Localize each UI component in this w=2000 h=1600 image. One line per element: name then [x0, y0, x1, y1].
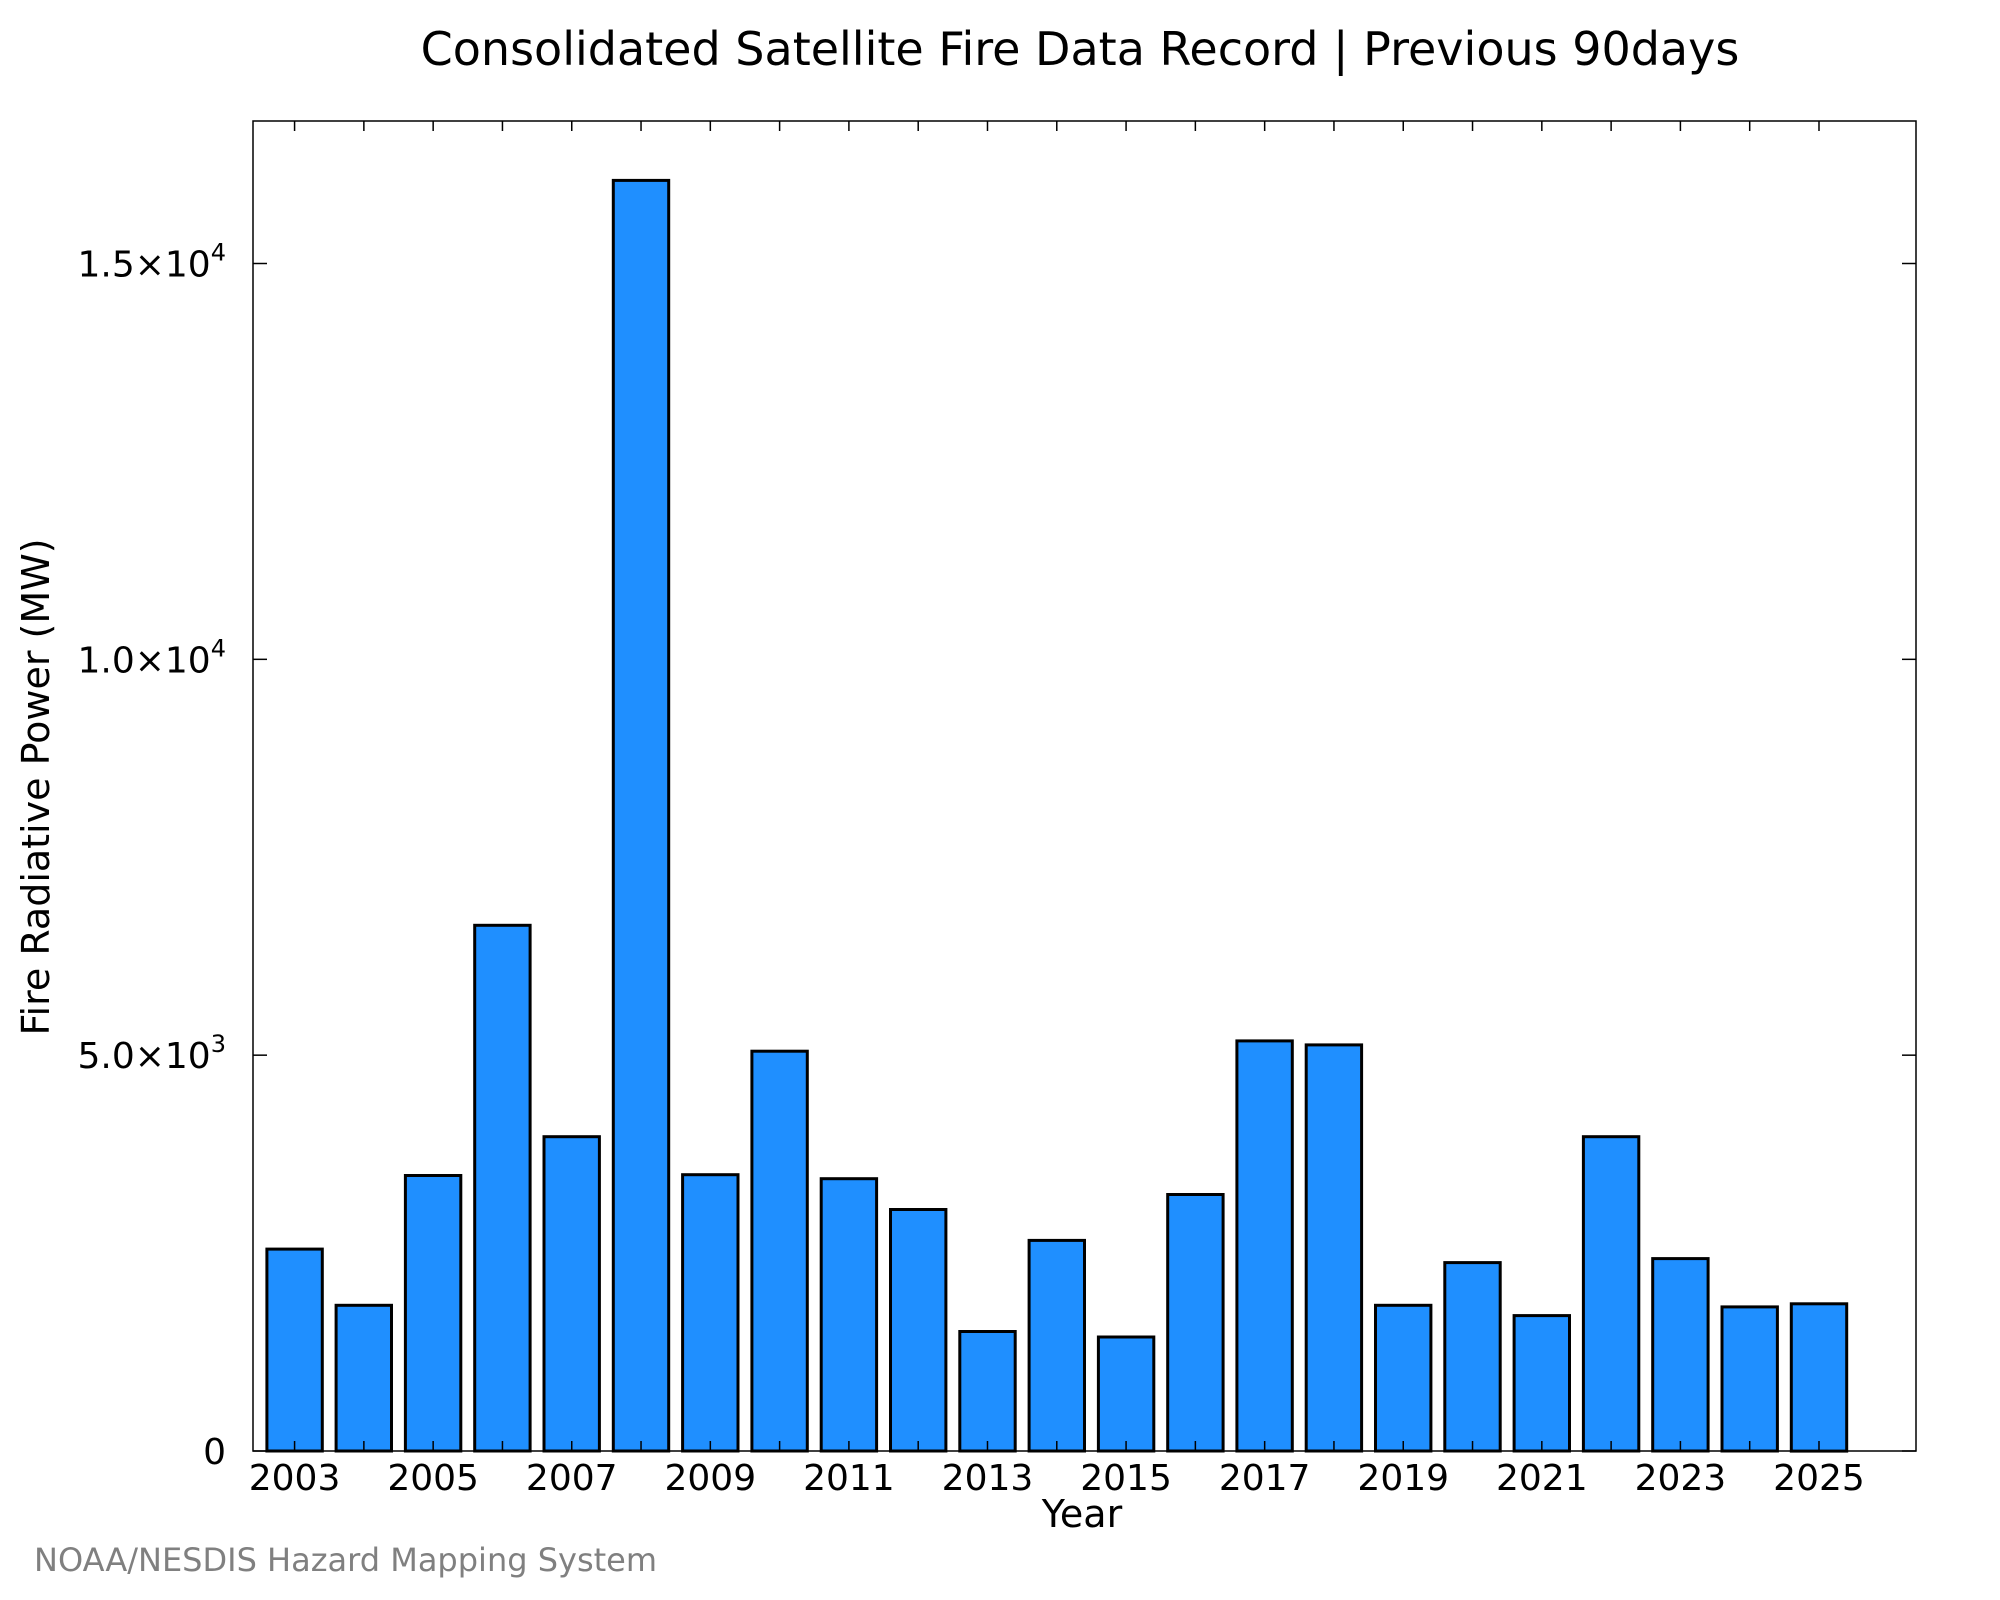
x-axis-label: Year: [1041, 1492, 1123, 1536]
bar-2009: [681, 1173, 740, 1453]
bar-2025: [1789, 1302, 1849, 1453]
bar-2006: [473, 923, 532, 1453]
bar-2004: [334, 1303, 394, 1453]
x-tick-label-2021: 2021: [1496, 1458, 1588, 1499]
bar-2011: [819, 1177, 879, 1453]
bar-2016: [1166, 1193, 1225, 1453]
y-tick-label-15000: 1.5×104: [77, 239, 226, 286]
chart-title: Consolidated Satellite Fire Data Record …: [420, 22, 1740, 76]
x-tick-label-2003: 2003: [249, 1458, 341, 1499]
bar-2008: [611, 178, 671, 1453]
bar-2017: [1235, 1039, 1294, 1453]
y-tick-label-10000: 1.0×104: [77, 634, 226, 681]
x-tick-label-2009: 2009: [665, 1458, 757, 1499]
plot-frame: [252, 120, 1917, 1452]
bar-2005: [403, 1174, 463, 1453]
bar-2015: [1096, 1335, 1156, 1453]
bar-2012: [889, 1208, 948, 1453]
bar-2019: [1374, 1303, 1433, 1453]
bar-2007: [542, 1135, 601, 1453]
y-tick-exponent: 4: [211, 634, 226, 662]
bar-2023: [1651, 1257, 1710, 1453]
source-credit: NOAA/NESDIS Hazard Mapping System: [34, 1541, 658, 1579]
x-tick-label-2013: 2013: [942, 1458, 1034, 1499]
x-tick-label-2011: 2011: [803, 1458, 895, 1499]
bar-2024: [1720, 1305, 1779, 1453]
bar-2010: [750, 1049, 809, 1453]
y-tick-label-5000: 5.0×103: [77, 1030, 226, 1077]
bar-2014: [1027, 1238, 1086, 1453]
x-tick-label-2017: 2017: [1219, 1458, 1311, 1499]
x-tick-label-2015: 2015: [1080, 1458, 1172, 1499]
x-tick-label-2019: 2019: [1357, 1458, 1449, 1499]
y-tick-exponent: 4: [211, 239, 226, 267]
x-tick-label-2007: 2007: [526, 1458, 618, 1499]
bar-2013: [958, 1330, 1017, 1453]
bar-2021: [1512, 1314, 1571, 1453]
x-tick-label-2025: 2025: [1773, 1458, 1865, 1499]
x-tick-label-2023: 2023: [1635, 1458, 1727, 1499]
bar-2020: [1443, 1261, 1502, 1453]
bar-2003: [265, 1247, 324, 1453]
bar-2018: [1304, 1043, 1364, 1453]
y-axis-label: Fire Radiative Power (MW): [14, 538, 58, 1036]
x-tick-label-2005: 2005: [387, 1458, 479, 1499]
y-tick-exponent: 3: [211, 1030, 226, 1058]
y-tick-label-0: 0: [203, 1432, 226, 1473]
bar-2022: [1581, 1135, 1641, 1453]
